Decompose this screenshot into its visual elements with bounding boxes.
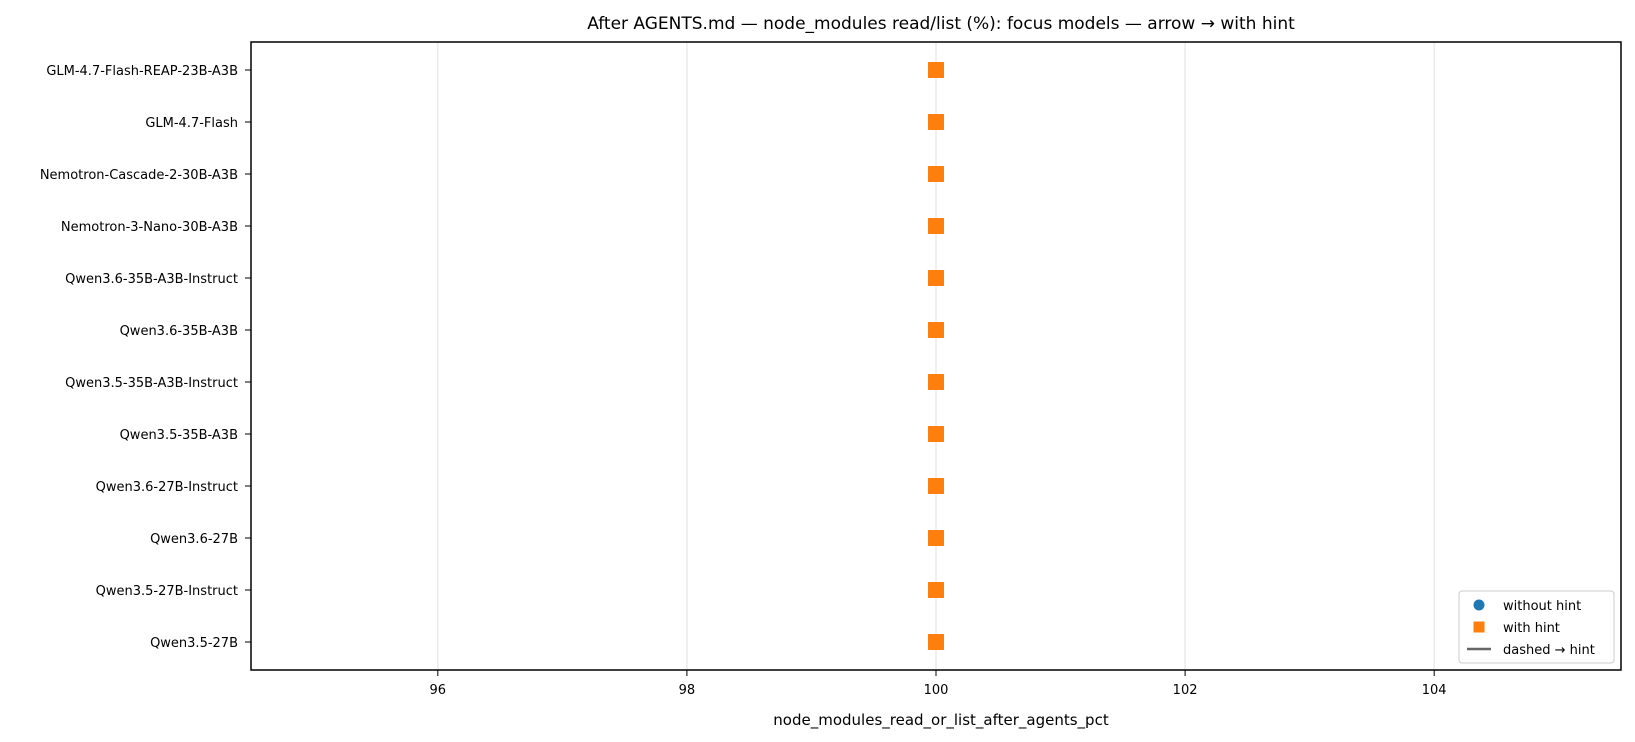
marker-with-hint [928,478,944,494]
y-tick-label: Nemotron-3-Nano-30B-A3B [61,220,238,235]
x-tick-label: 100 [924,683,949,698]
marker-with-hint [928,218,944,234]
x-tick-label: 98 [679,683,696,698]
marker-with-hint [928,166,944,182]
chart-title: After AGENTS.md — node_modules read/list… [587,14,1295,34]
marker-with-hint [928,374,944,390]
y-tick-label: Qwen3.5-35B-A3B [120,428,238,443]
legend-box [1458,590,1615,664]
legend-label: with hint [1503,621,1560,636]
legend-marker [1473,621,1485,633]
y-tick-label: Qwen3.5-27B-Instruct [96,584,238,599]
marker-with-hint [928,270,944,286]
marker-with-hint [928,634,944,650]
plot-area: 96 98 100 102 104 GLM-4.7-Flash-REAP-23B-A3B G… [40,41,1622,698]
marker-with-hint [928,322,944,338]
y-tick-label: Qwen3.6-27B [150,532,238,547]
y-tick-label: Qwen3.5-27B [150,636,238,651]
legend-marker [1473,599,1485,611]
y-tick-label: Qwen3.6-35B-A3B [120,324,238,339]
legend-label: dashed → hint [1503,643,1595,658]
y-tick-label: GLM-4.7-Flash [145,116,238,131]
x-tick-label: 104 [1422,683,1447,698]
x-tick-label: 102 [1173,683,1198,698]
y-tick-label: Qwen3.6-27B-Instruct [96,480,238,495]
x-tick-label: 96 [430,683,447,698]
legend: without hint with hint dashed → hint [1458,590,1615,664]
y-tick-label: Qwen3.5-35B-A3B-Instruct [65,376,238,391]
marker-with-hint [928,62,944,78]
marker-with-hint [928,426,944,442]
x-axis-label: node_modules_read_or_list_after_agents_p… [773,711,1109,730]
marker-with-hint [928,582,944,598]
marker-with-hint [928,114,944,130]
marker-with-hint [928,530,944,546]
legend-label: without hint [1503,599,1581,614]
y-tick-label: GLM-4.7-Flash-REAP-23B-A3B [46,64,238,79]
y-tick-label: Nemotron-Cascade-2-30B-A3B [40,168,238,183]
y-tick-label: Qwen3.6-35B-A3B-Instruct [65,272,238,287]
